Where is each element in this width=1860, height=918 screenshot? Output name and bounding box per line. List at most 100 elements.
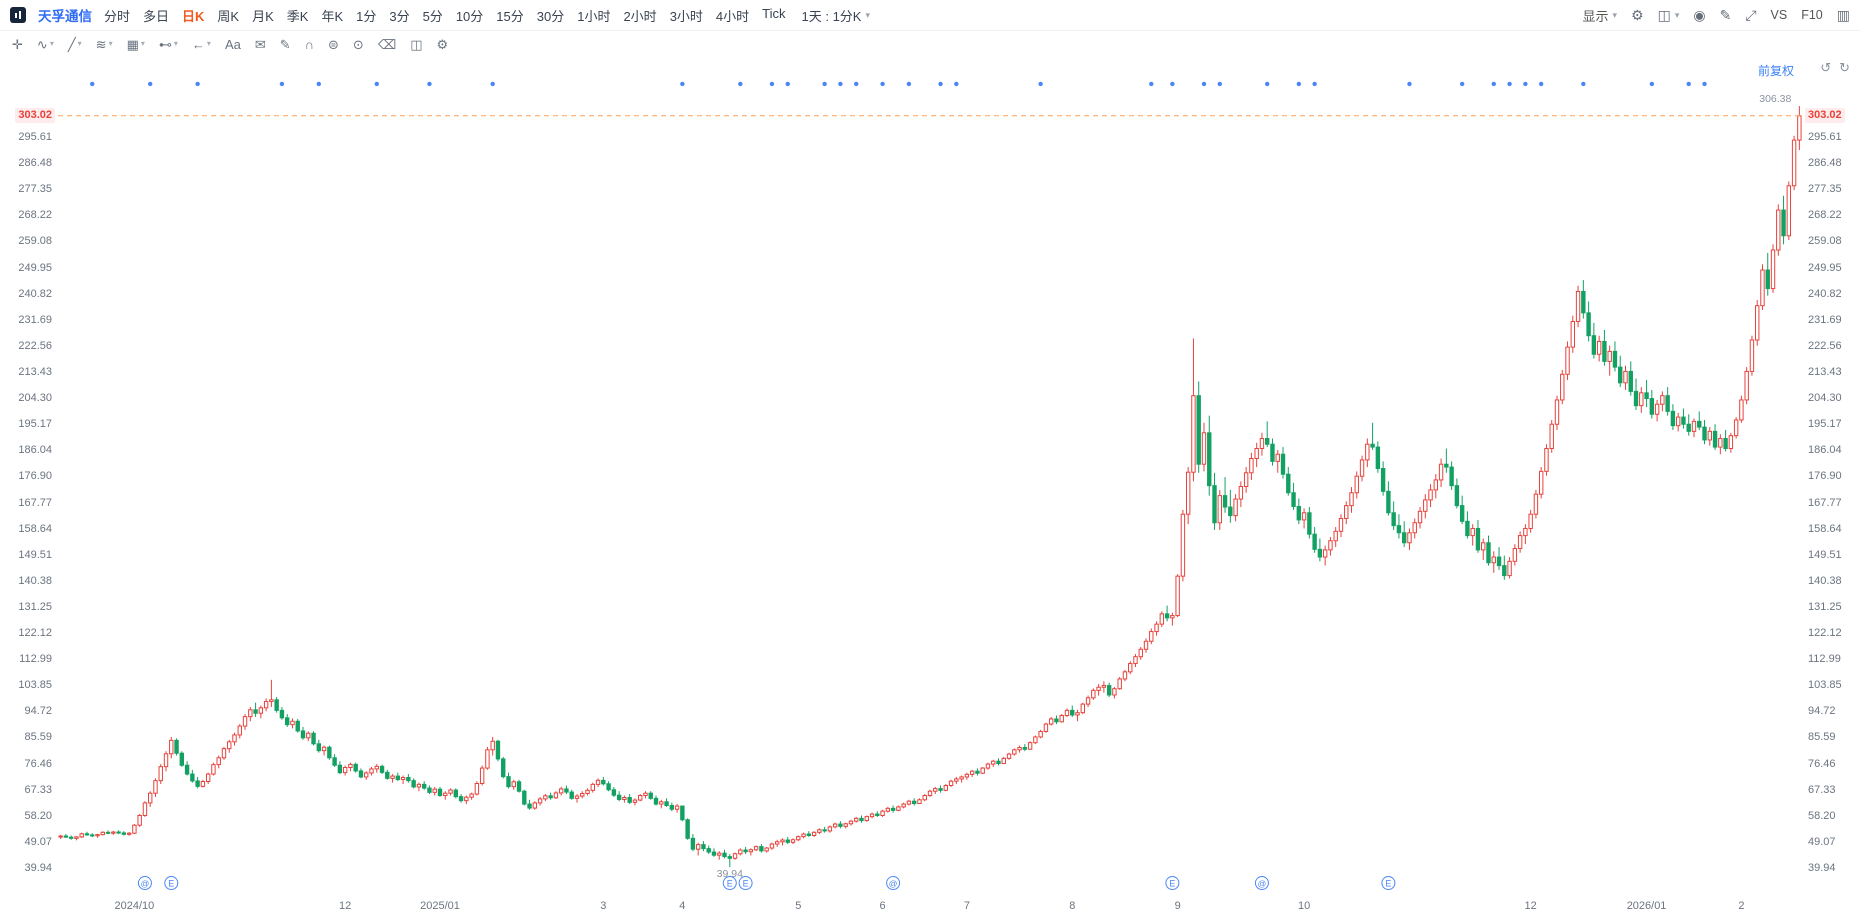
candles-layer[interactable] [58,106,1802,868]
event-dot[interactable] [954,81,959,87]
event-dot[interactable] [1581,81,1586,87]
period-tab-年K[interactable]: 年K [321,8,344,24]
settings-gear-icon[interactable]: ⚙ [1631,8,1644,22]
screenshot-icon[interactable]: ◉ [1693,8,1705,22]
event-dot[interactable] [1702,81,1707,87]
event-dot[interactable] [1296,81,1302,87]
period-tab-1分[interactable]: 1分 [356,8,377,24]
event-dot[interactable] [680,81,685,87]
event-dot[interactable] [1407,81,1412,87]
trendline-tool-icon[interactable]: ╱ ▾ [67,36,82,52]
wave-tool-icon[interactable]: ≋ ▾ [95,36,113,52]
period-tab-月K[interactable]: 月K [252,8,274,24]
event-dot[interactable] [854,81,859,87]
period-tab-周K[interactable]: 周K [217,8,240,24]
left-price-axis[interactable]: 295.61 286.48 277.35 268.22 259.08 249.95 240.… [0,57,58,918]
period-tab-3小时[interactable]: 3小时 [669,8,703,24]
period-tab-Tick[interactable]: Tick [762,5,786,21]
period-tab-10分[interactable]: 10分 [455,8,484,24]
announcement-marker[interactable]: E [164,876,179,891]
comment-tool-icon[interactable]: ✉ [254,36,266,52]
event-dot[interactable] [1649,81,1655,87]
event-dot[interactable] [769,81,775,87]
event-dot[interactable] [316,81,322,87]
right-panel-icon[interactable]: ▥ [1836,7,1850,23]
trash-tool-icon[interactable]: ⌫ [377,36,397,52]
display-dropdown[interactable]: 显示 ▾ [1583,6,1618,25]
event-dot[interactable] [906,81,912,87]
announcement-marker[interactable]: @ [886,876,901,891]
interval-dropdown[interactable]: 1天 : 1分K ▾ [802,6,871,25]
period-tab-3分[interactable]: 3分 [389,8,410,24]
event-dot[interactable] [738,81,743,87]
event-dot[interactable] [838,81,843,87]
event-dot[interactable] [1038,81,1043,87]
announcement-marker[interactable]: E [722,876,737,891]
brush-tool-icon[interactable]: ✎ [279,36,291,52]
vs-button[interactable]: VS [1770,8,1788,22]
event-dot[interactable] [938,81,943,87]
period-tab-2小时[interactable]: 2小时 [623,8,657,24]
period-tab-季K[interactable]: 季K [286,8,309,24]
event-dot[interactable] [1491,81,1496,87]
announcement-marker[interactable]: E [1381,876,1396,891]
period-tab-多日[interactable]: 多日 [143,8,170,24]
event-dot[interactable] [490,81,495,87]
event-dot[interactable] [1538,81,1544,87]
period-tab-日K[interactable]: 日K [182,8,205,24]
event-dot[interactable] [90,81,95,87]
target-tool-icon[interactable]: ⊙ [352,36,364,52]
event-dot[interactable] [427,81,432,87]
measure-tool-icon[interactable]: ⊷ ▾ [158,36,178,52]
stock-name[interactable]: 天孚通信 [38,9,92,24]
undo-icon[interactable]: ↺ [1820,60,1832,75]
period-tab-15分[interactable]: 15分 [496,8,524,24]
announcement-marker[interactable]: E [738,876,753,891]
event-dot[interactable] [374,81,379,87]
tool-settings-icon[interactable]: ⚙ [436,36,449,52]
event-dot[interactable] [1459,81,1465,87]
f10-button[interactable]: F10 [1801,8,1823,22]
announcement-marker[interactable]: @ [137,876,152,891]
arrow-tool-icon[interactable]: ← ▾ [191,36,211,52]
right-price-axis[interactable]: 295.61 286.48 277.35 268.22 259.08 249.95 240.… [1802,57,1860,918]
event-dot[interactable] [1217,81,1222,87]
event-dot[interactable] [1149,81,1154,87]
fullscreen-icon[interactable]: ⤢ [1745,8,1756,22]
event-dot[interactable] [1686,81,1691,87]
period-tab-5分[interactable]: 5分 [422,8,443,24]
announcement-marker[interactable]: E [1165,876,1180,891]
price-axis-label: 76.46 [1808,757,1836,770]
magnet-tool-icon[interactable]: ∩ [304,36,314,52]
period-tab-1小时[interactable]: 1小时 [577,8,611,24]
draw-icon[interactable]: ✎ [1720,8,1732,22]
period-tab-4小时[interactable]: 4小时 [715,8,750,24]
event-dot[interactable] [822,81,827,87]
event-dot[interactable] [1312,81,1317,87]
plot-area[interactable]: 306.38 39.94 @ E E E @ E @ E 2024/10 12 2025/01 3 4 5 6 7… [58,57,1802,918]
event-dot[interactable] [148,81,153,87]
event-dot[interactable] [880,81,885,87]
event-dot[interactable] [1201,81,1207,87]
event-dot[interactable] [1170,81,1175,87]
redo-icon[interactable]: ↻ [1839,60,1850,75]
layout-icon[interactable]: ◫ ▾ [1658,8,1680,22]
adjust-mode-label[interactable]: 前复权 [1757,64,1794,78]
period-tab-分时[interactable]: 分时 [104,8,131,24]
event-dot[interactable] [195,81,200,87]
event-dot[interactable] [1507,81,1512,87]
compare-tool-icon[interactable]: ◫ [410,36,423,52]
loop-tool-icon[interactable]: ⊜ [328,36,339,52]
crosshair-tool-icon[interactable]: ∿ ▾ [36,36,54,52]
event-dot[interactable] [279,81,285,87]
period-tab-30分[interactable]: 30分 [536,8,565,24]
pan-tool-icon[interactable]: ✛ [12,36,23,52]
event-dot[interactable] [1523,81,1528,87]
announcement-marker[interactable]: @ [1254,876,1269,891]
event-dot[interactable] [785,81,790,87]
price-axis-label: 286.48 [1808,157,1842,170]
pattern-tool-icon[interactable]: ▦ ▾ [126,36,145,52]
event-dot[interactable] [1265,81,1270,87]
text-tool-icon[interactable]: Aa [224,36,241,52]
